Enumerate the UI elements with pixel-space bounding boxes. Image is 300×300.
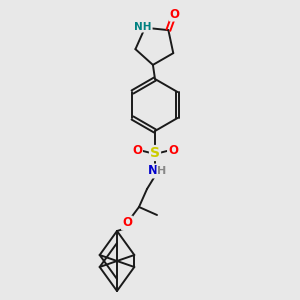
Text: NH: NH — [134, 22, 152, 32]
Text: O: O — [168, 145, 178, 158]
Text: O: O — [170, 8, 180, 21]
Text: N: N — [148, 164, 158, 178]
Text: H: H — [158, 166, 166, 176]
Text: O: O — [132, 145, 142, 158]
Text: S: S — [150, 146, 160, 160]
Text: O: O — [122, 217, 132, 230]
